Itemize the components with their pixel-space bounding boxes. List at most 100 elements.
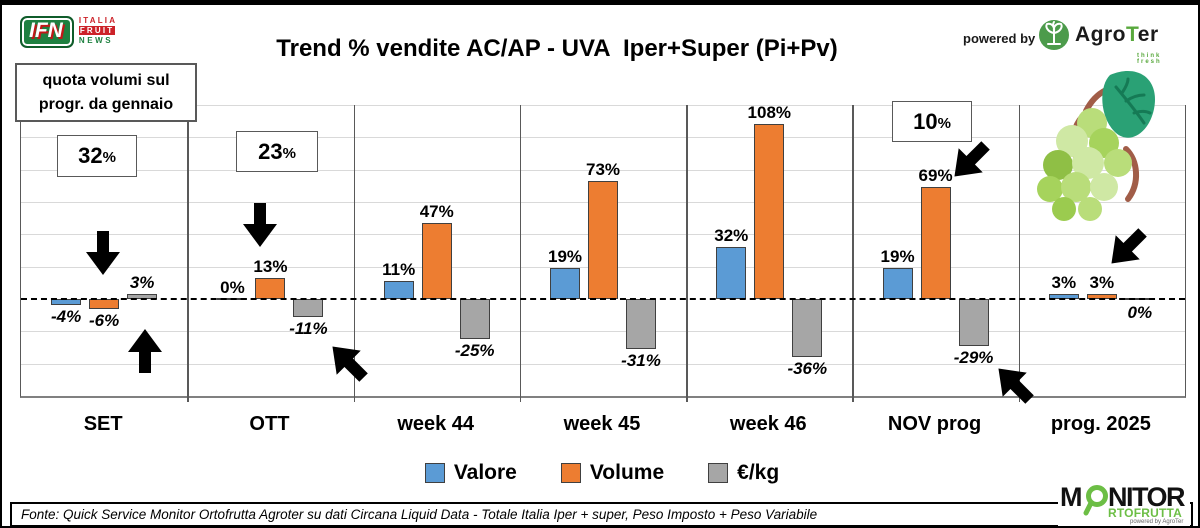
- value-label: -31%: [621, 351, 661, 371]
- source-text: Fonte: Quick Service Monitor Ortofrutta …: [21, 507, 818, 522]
- arrow-up-left-icon: [332, 346, 368, 382]
- ifn-logo: IFN ITALIA FRUIT NEWS: [20, 16, 117, 48]
- column-divider: [187, 105, 189, 402]
- monitor-ortofrutta-logo: M NITOR RTOFRUTTA powered by AgroTer: [1058, 482, 1190, 526]
- column-divider: [519, 105, 522, 402]
- monitor-powered-text: powered by AgroTer: [1130, 519, 1184, 525]
- quota-annotation-box: quota volumi sul progr. da gennaio: [15, 63, 197, 122]
- value-label: -6%: [89, 310, 120, 330]
- quota-annotation-line1: quota volumi sul: [42, 71, 170, 89]
- legend-item-kg: €/kg: [708, 461, 779, 485]
- category-label-week-45: week 45: [563, 413, 641, 435]
- value-label: 3%: [129, 273, 155, 293]
- quota-box-SET: 32%: [57, 135, 137, 177]
- monitor-m-text: M: [1060, 482, 1082, 512]
- column-divider: [353, 105, 356, 402]
- quota-value: 10: [913, 108, 938, 134]
- value-label: -25%: [454, 341, 495, 361]
- arrow-down-left-icon: [1111, 228, 1147, 264]
- chart-title: Trend % vendite AC/AP - UVA Iper+Super (…: [276, 35, 838, 62]
- value-label: 3%: [1051, 273, 1077, 293]
- bar-valore-NOV-prog: [882, 268, 913, 299]
- value-label: 11%: [382, 260, 416, 280]
- quota-percent-sign: %: [937, 114, 951, 132]
- legend-swatch: [424, 463, 445, 483]
- quota-value: 32: [78, 143, 103, 168]
- category-label-week-46: week 46: [729, 413, 807, 435]
- arrow-up-left-icon: [998, 368, 1034, 404]
- value-label: -36%: [787, 359, 828, 379]
- value-label: 19%: [880, 247, 915, 267]
- quota-box-OTT: 23%: [236, 131, 318, 172]
- ifn-badge: IFN: [20, 16, 74, 48]
- legend: Valore Volume €/kg: [2, 461, 1198, 485]
- gridline: [21, 331, 1185, 333]
- arrow-down-left-icon: [954, 141, 990, 177]
- legend-item-valore: Valore: [424, 461, 517, 485]
- bar-kg-NOV-prog: [958, 299, 989, 346]
- ifn-italia-text: ITALIA: [78, 16, 118, 25]
- gridline: [21, 169, 1185, 171]
- value-label: 32%: [714, 226, 749, 246]
- bar-valore-week-45: [550, 268, 580, 299]
- gridline: [21, 363, 1185, 365]
- quota-percent-sign: %: [102, 149, 116, 166]
- arrow-up-icon: [128, 329, 162, 373]
- quota-annotation-line2: progr. da gennaio: [38, 95, 174, 113]
- plot-area: -4% 0% 11% 19% 32% 19% 3% -6% 13% 47% 73% 108% 69% 3%…: [20, 103, 1186, 402]
- value-label: 47%: [419, 202, 454, 222]
- ifn-fruit-text: FRUIT: [78, 26, 116, 35]
- grapes-icon: [1037, 70, 1155, 221]
- value-label: 0%: [1127, 303, 1153, 322]
- column-divider: [1018, 105, 1021, 402]
- category-label-week-44: week 44: [397, 413, 475, 435]
- value-label: 0%: [220, 278, 245, 297]
- bar-valore-week-46: [716, 247, 747, 299]
- bar-kg-OTT: [293, 299, 324, 317]
- arrow-down-icon: [243, 203, 277, 247]
- category-label-OTT: OTT: [249, 413, 290, 435]
- legend-swatch: [708, 463, 729, 483]
- ifn-news-text: NEWS: [78, 36, 114, 45]
- bar-kg-week-46: [792, 299, 823, 358]
- legend-item-volume: Volume: [560, 461, 665, 485]
- monitor-ortofrutta-text: RTOFRUTTA: [1108, 506, 1183, 520]
- bar-volume-week-46: [754, 124, 785, 299]
- agroter-tagline: think fresh: [1137, 53, 1162, 65]
- quota-box-NOV-prog: 10%: [892, 101, 972, 142]
- value-label: 3%: [1089, 273, 1115, 293]
- agroter-wordmark: AgroTer: [1075, 23, 1159, 46]
- gridline: [21, 137, 1185, 139]
- ifn-wordmark: ITALIA FRUIT NEWS: [78, 16, 118, 45]
- agroter-logo: AgroTer think fresh: [1038, 19, 1160, 65]
- magnifier-icon: [1083, 485, 1108, 516]
- value-label: -4%: [51, 307, 82, 327]
- value-label: -11%: [289, 318, 328, 338]
- monitor-nitor-text: NITOR: [1108, 482, 1186, 512]
- quota-percent-sign: %: [282, 144, 296, 162]
- legend-label: Valore: [453, 461, 517, 484]
- bar-valore-week-44: [383, 281, 414, 299]
- zero-baseline: [21, 298, 1185, 300]
- bar-volume-NOV-prog: [920, 187, 951, 299]
- legend-swatch: [560, 463, 581, 483]
- legend-label: Volume: [589, 461, 665, 484]
- source-footer: Fonte: Quick Service Monitor Ortofrutta …: [10, 502, 1193, 526]
- value-label: 13%: [253, 256, 288, 276]
- category-label-SET: SET: [83, 413, 123, 435]
- category-label-NOV-prog: NOV prog: [887, 413, 982, 435]
- bar-volume-week-45: [588, 180, 618, 299]
- legend-label: €/kg: [737, 461, 780, 484]
- bar-kg-week-45: [626, 299, 656, 350]
- value-label: 108%: [747, 103, 792, 123]
- arrow-down-icon: [86, 231, 120, 275]
- column-divider: [686, 105, 688, 402]
- category-label-prog-2025: prog. 2025: [1050, 413, 1151, 435]
- column-divider: [852, 105, 854, 402]
- value-label: 69%: [918, 166, 953, 186]
- bar-kg-week-44: [459, 299, 490, 340]
- agroter-tree-icon: [1039, 20, 1069, 50]
- gridline: [21, 105, 1185, 106]
- value-label: 19%: [547, 247, 583, 267]
